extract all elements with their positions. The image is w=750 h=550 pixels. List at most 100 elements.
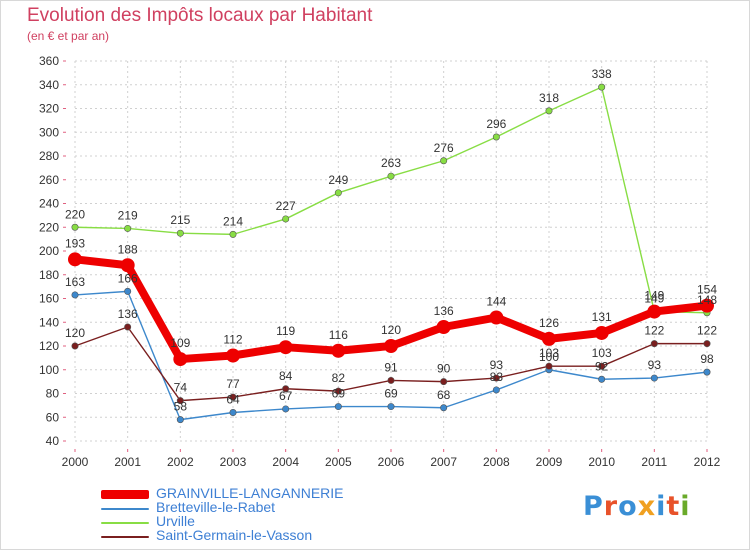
legend-swatch bbox=[101, 522, 149, 524]
x-tick-label: 2000 bbox=[62, 455, 89, 469]
legend-swatch bbox=[101, 490, 149, 499]
y-tick-label: 60 bbox=[46, 410, 60, 424]
y-tick-label: 340 bbox=[39, 78, 59, 92]
data-point bbox=[176, 229, 184, 237]
x-tick-label: 2001 bbox=[114, 455, 141, 469]
data-point bbox=[440, 404, 448, 412]
data-point bbox=[384, 339, 398, 353]
data-label: 215 bbox=[170, 213, 190, 227]
chart-title: Evolution des Impôts locaux par Habitant bbox=[27, 5, 373, 26]
data-label: 69 bbox=[384, 387, 398, 401]
data-label: 263 bbox=[381, 156, 401, 170]
data-label: 188 bbox=[118, 242, 138, 256]
x-tick-label: 2011 bbox=[641, 455, 667, 469]
proxiti-logo: Proxiti bbox=[583, 491, 691, 522]
data-label: 100 bbox=[539, 350, 559, 364]
x-tick-label: 2006 bbox=[378, 455, 405, 469]
data-point bbox=[176, 416, 184, 424]
data-point bbox=[650, 374, 658, 382]
data-point bbox=[71, 223, 79, 231]
data-point bbox=[282, 405, 290, 413]
data-label: 98 bbox=[700, 352, 714, 366]
data-point bbox=[229, 393, 237, 401]
data-point bbox=[334, 189, 342, 197]
data-label: 93 bbox=[490, 358, 504, 372]
grid-layer bbox=[74, 60, 708, 442]
y-tick-label: 40 bbox=[46, 434, 60, 448]
axis-layer: 40 60 80 100 120 140 160 180 200 220 240 260 280 300 3… bbox=[39, 54, 721, 469]
data-point bbox=[124, 224, 132, 232]
x-tick-label: 2005 bbox=[325, 455, 352, 469]
logo-letter: t bbox=[666, 491, 681, 522]
data-point bbox=[71, 291, 79, 299]
logo-letter: x bbox=[637, 491, 657, 522]
x-tick-label: 2008 bbox=[483, 455, 510, 469]
data-label: 163 bbox=[65, 275, 85, 289]
data-point bbox=[598, 83, 606, 91]
legend-swatch bbox=[101, 536, 149, 538]
data-label: 92 bbox=[595, 359, 609, 373]
data-label: 116 bbox=[329, 328, 348, 342]
data-label: 149 bbox=[644, 292, 664, 306]
logo-letter: i bbox=[656, 491, 667, 522]
data-point bbox=[176, 397, 184, 405]
data-point bbox=[120, 258, 135, 273]
data-point bbox=[229, 408, 237, 416]
data-label: 74 bbox=[174, 381, 188, 395]
data-point bbox=[124, 323, 132, 331]
data-point bbox=[545, 107, 553, 115]
y-tick-label: 200 bbox=[39, 244, 59, 258]
logo-letter: P bbox=[583, 491, 604, 522]
data-label: 120 bbox=[381, 323, 401, 337]
legend-label: Saint-Germain-le-Vasson bbox=[156, 527, 313, 543]
y-tick-label: 280 bbox=[39, 149, 59, 163]
data-label: 119 bbox=[276, 324, 295, 338]
data-point bbox=[282, 385, 290, 393]
data-point bbox=[598, 375, 606, 383]
y-tick-label: 220 bbox=[39, 220, 59, 234]
data-label: 84 bbox=[279, 369, 293, 383]
data-label: 77 bbox=[226, 377, 240, 391]
y-tick-label: 160 bbox=[39, 292, 59, 306]
data-label: 103 bbox=[592, 346, 612, 360]
data-label: 214 bbox=[223, 214, 243, 228]
data-label: 149 bbox=[644, 289, 664, 303]
y-tick-label: 80 bbox=[46, 387, 60, 401]
legend-swatch bbox=[101, 508, 149, 510]
data-point bbox=[387, 172, 395, 180]
data-point bbox=[71, 342, 79, 350]
data-label: 67 bbox=[279, 389, 293, 403]
data-label: 296 bbox=[486, 117, 506, 131]
y-tick-label: 360 bbox=[39, 54, 59, 68]
data-label: 109 bbox=[170, 336, 190, 350]
data-label: 148 bbox=[697, 293, 717, 307]
data-point bbox=[278, 340, 293, 355]
data-label: 276 bbox=[434, 141, 454, 155]
data-label: 103 bbox=[539, 346, 559, 360]
data-point bbox=[492, 386, 500, 394]
y-tick-label: 300 bbox=[39, 125, 59, 139]
data-label: 122 bbox=[697, 324, 717, 338]
data-point bbox=[542, 331, 556, 346]
data-point bbox=[594, 325, 609, 340]
x-tick-label: 2009 bbox=[536, 455, 563, 469]
data-label: 126 bbox=[539, 316, 559, 330]
data-label: 219 bbox=[118, 208, 138, 222]
data-label: 154 bbox=[697, 283, 717, 297]
data-label: 249 bbox=[328, 173, 348, 187]
data-label: 69 bbox=[332, 387, 346, 401]
data-point bbox=[124, 287, 132, 295]
y-tick-label: 180 bbox=[39, 268, 59, 282]
legend-label: GRAINVILLE-LANGANNERIE bbox=[156, 485, 344, 501]
data-point bbox=[489, 310, 504, 325]
data-label: 338 bbox=[592, 67, 612, 81]
legend-label: Bretteville-le-Rabet bbox=[156, 499, 276, 515]
y-tick-label: 240 bbox=[39, 197, 59, 211]
chart-subtitle: (en € et par an) bbox=[27, 29, 110, 43]
data-point bbox=[598, 362, 606, 370]
y-tick-label: 260 bbox=[39, 173, 59, 187]
data-label: 136 bbox=[118, 307, 138, 321]
data-label: 112 bbox=[223, 333, 242, 347]
